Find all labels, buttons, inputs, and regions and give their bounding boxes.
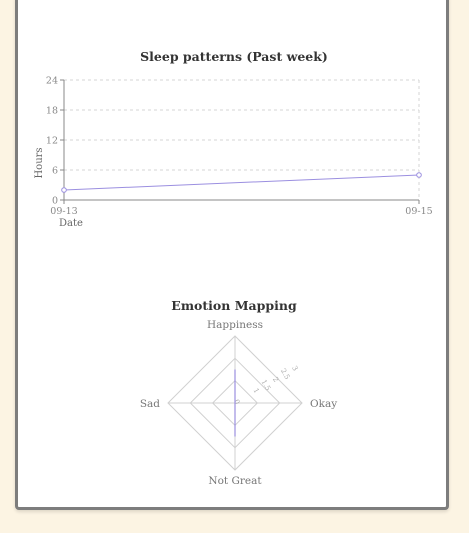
emotion-chart-title: Emotion Mapping bbox=[171, 298, 297, 313]
sleep-data-point bbox=[416, 172, 422, 178]
sleep-chart-title: Sleep patterns (Past week) bbox=[140, 49, 328, 64]
chart-card bbox=[15, 0, 449, 510]
emotion-radar-ticks: 011.522.53 bbox=[232, 365, 299, 406]
radar-tick-label: 0 bbox=[232, 398, 241, 406]
radar-axis-label: Sad bbox=[140, 398, 160, 410]
radar-axis-label: Happiness bbox=[207, 319, 263, 331]
sleep-chart-y-ticks: 0 6 12 18 24 bbox=[46, 76, 64, 207]
radar-tick-label: 3 bbox=[290, 365, 299, 373]
sleep-chart-x-ticks: 09-13 09-15 bbox=[50, 200, 433, 217]
radar-tick-label: 1 bbox=[251, 387, 260, 395]
y-tick-label: 0 bbox=[52, 196, 58, 207]
sleep-series-line bbox=[63, 174, 420, 191]
x-tick-label: 09-13 bbox=[50, 206, 77, 217]
sleep-chart-series bbox=[61, 172, 422, 193]
y-tick-label: 18 bbox=[46, 106, 58, 117]
sleep-line-chart: Sleep patterns (Past week) 0 6 12 18 24 09-1… bbox=[34, 49, 433, 229]
y-tick-label: 12 bbox=[46, 136, 58, 147]
sleep-data-point bbox=[61, 187, 67, 193]
radar-axis-label: Not Great bbox=[208, 475, 262, 487]
radar-tick-label: 1.5 bbox=[259, 378, 271, 392]
emotion-radar-chart: Emotion Mapping Happiness Okay Not Great Sa… bbox=[140, 298, 337, 487]
radar-tick-label: 2 bbox=[271, 376, 280, 384]
sleep-chart-x-label: Date bbox=[59, 218, 83, 229]
y-tick-label: 6 bbox=[52, 166, 58, 177]
radar-axis-label: Okay bbox=[310, 398, 337, 410]
sleep-chart-y-label: Hours bbox=[34, 147, 45, 178]
emotion-radar-axis-labels: Happiness Okay Not Great Sad bbox=[140, 319, 337, 487]
x-tick-label: 09-15 bbox=[405, 206, 432, 217]
y-tick-label: 24 bbox=[46, 76, 58, 87]
sleep-chart-grid bbox=[64, 79, 420, 200]
